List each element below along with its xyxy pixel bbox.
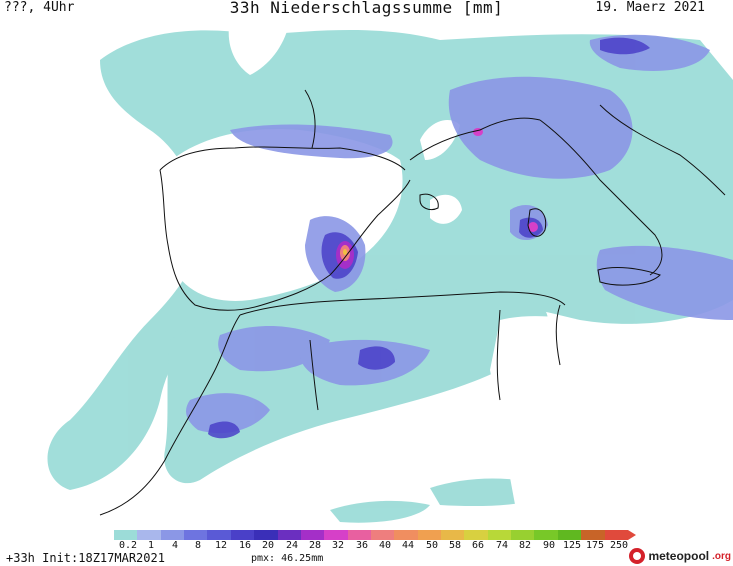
scale-segment (604, 530, 628, 540)
coastlines-and-borders (99, 89, 726, 516)
scale-segment (254, 530, 278, 540)
precip-peaks (336, 128, 538, 269)
scale-segment (300, 530, 325, 540)
scale-tick: 0.2 (118, 540, 138, 551)
init-run-label: +33h Init:18Z17MAR2021 (6, 551, 165, 565)
scale-segment (370, 530, 395, 540)
logo-name: meteopool (648, 549, 710, 563)
scale-tick: 90 (542, 540, 556, 551)
logo-icon (629, 548, 646, 564)
scale-segment (394, 530, 418, 540)
scale-segment (487, 530, 512, 540)
scale-tick: 16 (238, 540, 252, 551)
scale-segment (347, 530, 371, 540)
scale-tick: 250 (609, 540, 629, 551)
scale-tick: 125 (562, 540, 582, 551)
scale-tick: 82 (518, 540, 532, 551)
scale-tick: 36 (355, 540, 369, 551)
scale-segment (464, 530, 488, 540)
scale-segment (160, 530, 185, 540)
scale-segment (137, 530, 161, 540)
scale-tick: 66 (471, 540, 485, 551)
scale-segment (534, 530, 558, 540)
scale-segment (114, 530, 138, 540)
forecast-time-label: ???, 4Uhr (4, 0, 75, 15)
scale-tick: 74 (495, 540, 509, 551)
precipitation-map (47, 20, 733, 530)
scale-overflow-arrow-icon (628, 530, 636, 540)
scale-tick: 8 (194, 540, 202, 551)
color-scale-bar (114, 530, 628, 540)
scale-tick: 20 (261, 540, 275, 551)
pmax-label: pmx: 46.25mm (251, 553, 324, 564)
map-title: 33h Niederschlagssumme [mm] (229, 0, 504, 17)
scale-segment (207, 530, 231, 540)
scale-tick: 24 (285, 540, 299, 551)
precip-moderate-layer (186, 34, 733, 434)
scale-tick-labels: 0.2 1 4 8 12 16 20 24 28 32 36 40 44 50 … (104, 540, 644, 552)
scale-tick: 1 (147, 540, 155, 551)
scale-segment (557, 530, 582, 540)
scale-segment (324, 530, 348, 540)
logo-tld: .org (712, 550, 731, 562)
valid-date: 19. Maerz 2021 (595, 0, 705, 15)
scale-tick: 40 (378, 540, 392, 551)
scale-tick: 50 (425, 540, 439, 551)
scale-tick: 28 (308, 540, 322, 551)
scale-segment (581, 530, 605, 540)
scale-tick: 58 (448, 540, 462, 551)
scale-tick: 12 (214, 540, 228, 551)
scale-tick: 175 (585, 540, 605, 551)
scale-segment (277, 530, 301, 540)
meteopool-logo: meteopool .org (629, 547, 731, 565)
scale-segment (441, 530, 465, 540)
scale-segment (230, 530, 255, 540)
scale-segment (511, 530, 535, 540)
scale-tick: 32 (331, 540, 345, 551)
scale-segment (417, 530, 442, 540)
scale-tick: 4 (171, 540, 179, 551)
scale-segment (184, 530, 208, 540)
scale-tick: 44 (401, 540, 415, 551)
